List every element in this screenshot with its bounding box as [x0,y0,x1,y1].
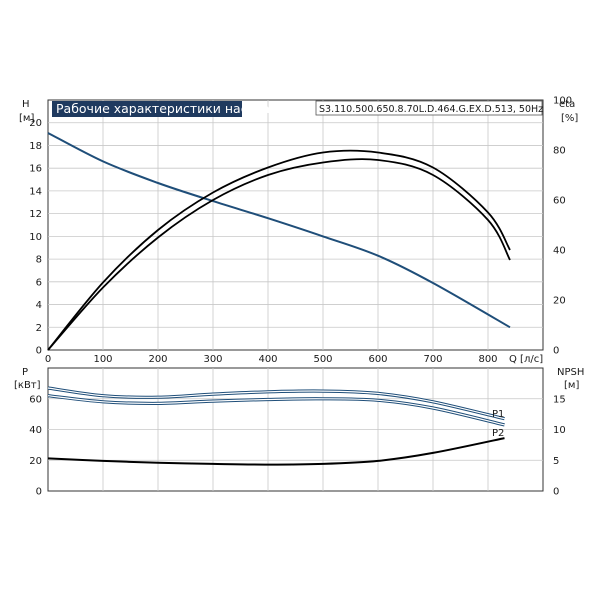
y-left-tick-label: 0 [36,346,42,357]
y-left-tick-label: 6 [36,277,42,288]
p-axis-unit: [кВт] [14,380,41,391]
x-tick-label: 400 [258,354,277,365]
y-right-tick-label: 100 [553,96,572,107]
y-left-tick-label: 12 [29,209,42,220]
head-panel-frame [47,99,544,351]
y-left-tick-label: 60 [29,394,42,405]
y-left-tick-label: 14 [29,186,42,197]
x-tick-label: 300 [203,354,222,365]
y-left-tick-label: 40 [29,425,42,436]
x-tick-label: 800 [478,354,497,365]
y-left-tick-label: 20 [29,456,42,467]
x-tick-label: 0 [45,354,51,365]
y-right-tick-label: 20 [553,296,566,307]
y-left-tick-label: 16 [29,164,42,175]
y-left-tick-label: 10 [29,232,42,243]
series-line-npsh [47,437,505,466]
y-left-tick-label: 20 [29,118,42,129]
series-line-eta-1 [47,149,511,351]
x-tick-label: 600 [368,354,387,365]
y-right-unit: [%] [561,113,578,124]
x-tick-label: 700 [423,354,442,365]
model-box [315,100,543,116]
npsh-axis-unit: [м] [564,380,579,391]
y-left-tick-label: 0 [36,487,42,498]
x-tick-label: 100 [93,354,112,365]
y-right-tick-label: 10 [553,425,566,436]
series-line-head [47,132,511,329]
series-line-p2-inner [47,395,505,426]
y-left-unit: [м] [19,113,34,124]
y-left-tick-label: 8 [36,255,42,266]
series-line-p1-inner [47,387,505,420]
series-line-eta-2 [47,158,511,351]
npsh-axis-label: NPSH [557,367,584,378]
x-tick-label: 500 [313,354,332,365]
x-axis-label: Q [л/с] [509,354,543,365]
series-label-p2: P2 [492,428,504,439]
y-left-label: H [22,99,30,110]
y-left-tick-label: 4 [36,300,42,311]
y-right-tick-label: 0 [553,346,559,357]
y-right-tick-label: 0 [553,487,559,498]
y-right-tick-label: 60 [553,196,566,207]
y-right-tick-label: 5 [553,456,559,467]
y-right-tick-label: 80 [553,146,566,157]
y-left-tick-label: 2 [36,323,42,334]
p-axis-label: P [22,367,28,378]
x-tick-label: 200 [148,354,167,365]
series-line-p2 [47,394,505,427]
series-label-p1: P1 [492,409,504,420]
chart-title: Рабочие характеристики насоса [56,101,270,116]
y-right-label: eta [559,99,575,110]
title-banner [52,101,242,117]
y-right-tick-label: 15 [553,394,566,405]
model-code: S3.110.500.650.8.70L.D.464.G.EX.D.513, 5… [319,104,543,115]
y-right-tick-label: 40 [553,246,566,257]
y-left-tick-label: 18 [29,141,42,152]
